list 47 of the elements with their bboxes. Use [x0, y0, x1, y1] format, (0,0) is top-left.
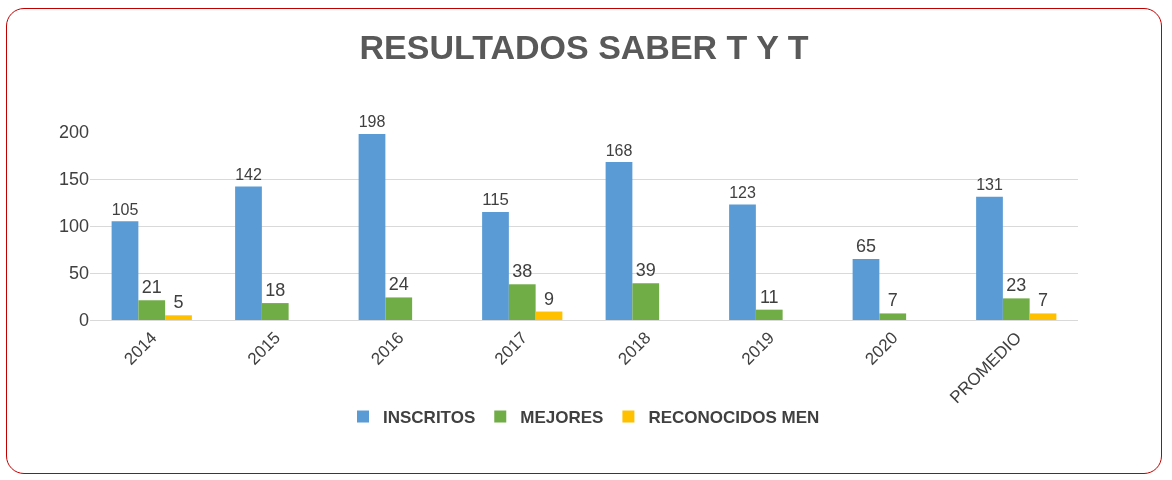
bar	[165, 315, 192, 320]
bar	[729, 204, 756, 320]
data-label: 123	[729, 182, 756, 201]
bar	[138, 300, 166, 320]
data-label: 21	[141, 277, 162, 298]
data-label: 115	[482, 190, 509, 210]
y-tick-label: 150	[58, 169, 89, 190]
data-label: 105	[111, 199, 139, 218]
bar	[482, 211, 509, 320]
legend-label: RECONOCIDOS MEN	[648, 408, 820, 428]
bar	[1002, 298, 1030, 320]
bar	[1029, 313, 1057, 320]
data-label: 23	[1006, 275, 1027, 296]
y-tick-label: 0	[78, 310, 89, 331]
bar	[879, 313, 907, 320]
data-label: 24	[388, 274, 409, 295]
bar	[535, 311, 563, 320]
bar	[385, 297, 413, 320]
data-label: 11	[759, 286, 779, 307]
y-tick-label: 100	[58, 216, 89, 237]
bar	[632, 283, 660, 320]
bar	[261, 303, 289, 320]
data-label: 7	[1038, 290, 1049, 311]
legend-label: INSCRITOS	[383, 408, 476, 428]
bar	[358, 133, 386, 320]
data-label: 39	[635, 260, 656, 281]
data-label: 9	[544, 288, 555, 309]
data-label: 5	[173, 292, 184, 313]
data-label: 38	[512, 261, 533, 282]
data-label: 198	[358, 112, 386, 131]
bar	[235, 186, 262, 320]
bar	[755, 309, 783, 320]
legend-label: MEJORES	[520, 408, 604, 428]
bar	[976, 196, 1003, 320]
bar	[852, 258, 880, 320]
y-tick-label: 50	[68, 263, 89, 284]
data-label: 18	[265, 280, 286, 301]
data-label: 7	[887, 290, 898, 311]
data-label: 131	[976, 175, 1003, 194]
data-label: 168	[605, 140, 633, 159]
y-tick-label: 200	[58, 122, 89, 143]
data-label: 142	[235, 164, 262, 183]
data-label: 65	[855, 235, 877, 256]
bar	[605, 162, 633, 320]
chart-title: RESULTADOS SABER T Y T	[359, 27, 809, 66]
bar	[111, 221, 139, 320]
bar	[508, 284, 536, 320]
